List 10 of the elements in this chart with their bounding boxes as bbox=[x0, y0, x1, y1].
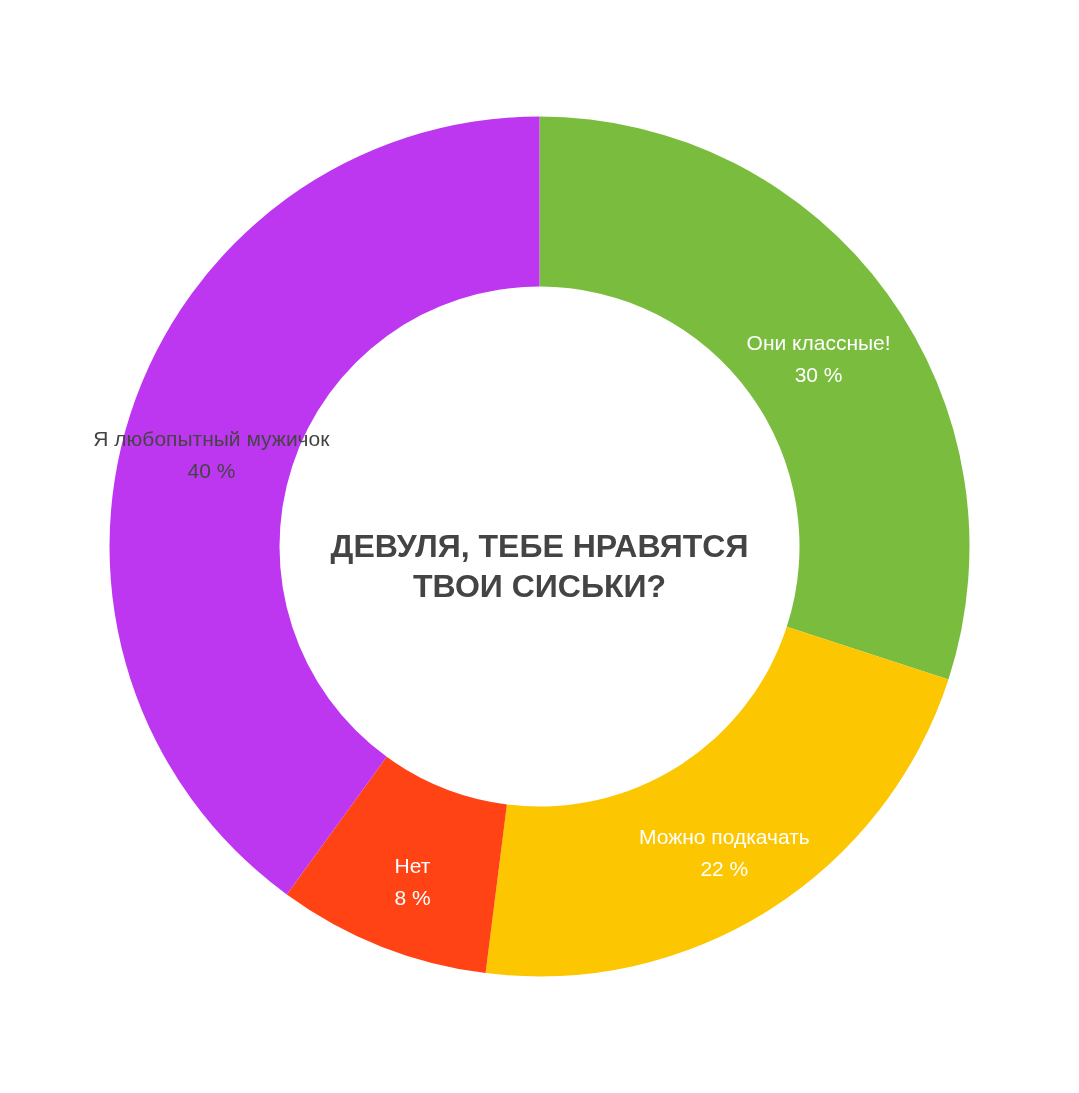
slice-label: Нет bbox=[394, 854, 431, 878]
text: ДЕВУЛЯ, ТЕБЕ НРАВЯТСЯ ТВОИ СИСЬКИ? bbox=[330, 527, 749, 604]
slice-label: Можно подкачать bbox=[638, 824, 810, 848]
data-label: 40 % bbox=[187, 458, 236, 482]
donut-slice bbox=[485, 626, 949, 977]
donut-slice bbox=[286, 756, 507, 974]
slice-label: Они классные! bbox=[746, 330, 891, 354]
data-label: 30 % bbox=[794, 362, 843, 386]
data-label: 8 % bbox=[394, 886, 431, 910]
data-label: 22 % bbox=[700, 856, 749, 880]
